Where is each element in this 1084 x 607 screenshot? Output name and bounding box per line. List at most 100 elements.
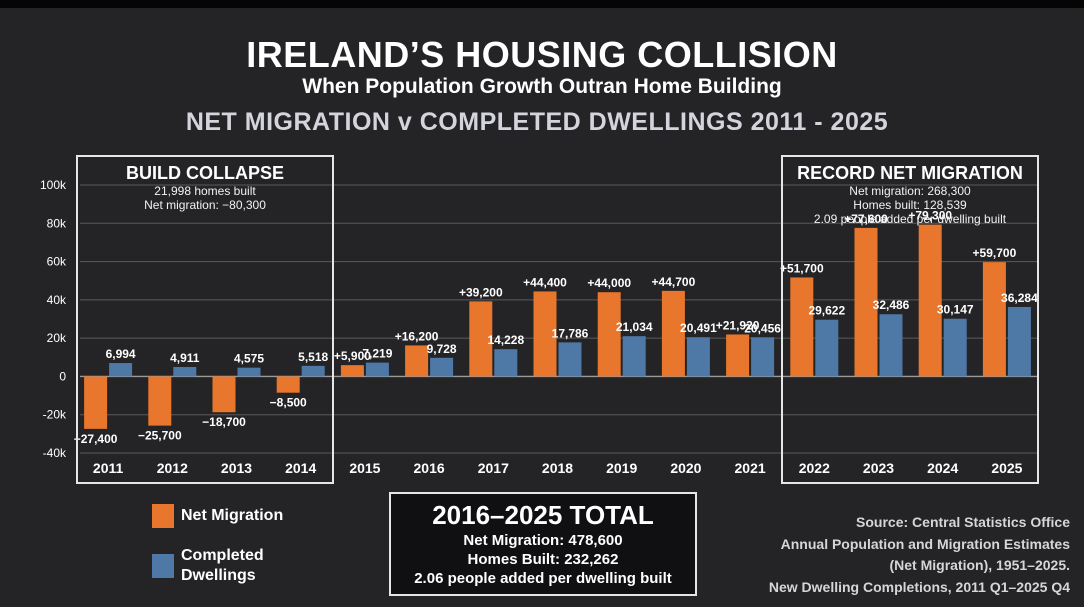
y-tick-label: 40k bbox=[47, 293, 67, 307]
subtitle: When Population Growth Outran Home Build… bbox=[302, 75, 782, 98]
label-completed-dwellings: 9,728 bbox=[427, 342, 457, 356]
x-tick-label: 2020 bbox=[670, 460, 701, 476]
bar-completed-dwellings bbox=[815, 319, 839, 377]
label-completed-dwellings: 7,219 bbox=[362, 347, 392, 361]
legend-completed-dwellings: Completed Dwellings bbox=[152, 546, 264, 586]
label-completed-dwellings: 30,147 bbox=[937, 303, 974, 317]
x-tick-label: 2014 bbox=[285, 460, 316, 476]
bar-completed-dwellings bbox=[365, 362, 389, 377]
bar-completed-dwellings bbox=[686, 337, 710, 377]
label-completed-dwellings: 17,786 bbox=[552, 326, 589, 340]
build-collapse-panel: BUILD COLLAPSE 21,998 homes built Net mi… bbox=[76, 155, 334, 484]
x-tick-label: 2017 bbox=[478, 460, 509, 476]
x-tick-label: 2025 bbox=[991, 460, 1022, 476]
x-tick-label: 2013 bbox=[221, 460, 252, 476]
record-migration-ratio: 2.09 people added per dwelling built bbox=[813, 212, 1007, 226]
label-completed-dwellings: 5,518 bbox=[298, 350, 328, 364]
data-labels: −27,400 6,994 −25,700 4,911 −18,700 4,575 −8,5… bbox=[74, 209, 1038, 446]
y-tick-label: 20k bbox=[47, 331, 67, 345]
record-migration-heading: RECORD NET MIGRATION bbox=[797, 163, 1023, 183]
legend-swatch-net-migration bbox=[152, 504, 174, 528]
bar-net-migration bbox=[790, 277, 814, 377]
total-ratio: 2.06 people added per dwelling built bbox=[414, 570, 672, 587]
main-title: IRELAND’S HOUSING COLLISION bbox=[246, 34, 838, 75]
bar-completed-dwellings bbox=[494, 349, 518, 377]
label-net-migration: +77,600 bbox=[844, 212, 888, 226]
bar-net-migration bbox=[405, 345, 429, 377]
bar-net-migration bbox=[276, 376, 300, 393]
source-line-1: Source: Central Statistics Office bbox=[856, 514, 1070, 530]
x-tick-label: 2015 bbox=[349, 460, 380, 476]
bar-net-migration bbox=[469, 301, 493, 377]
label-completed-dwellings: 32,486 bbox=[873, 298, 910, 312]
source-note: Source: Central Statistics Office Annual… bbox=[769, 512, 1070, 598]
label-completed-dwellings: 21,034 bbox=[616, 320, 653, 334]
label-net-migration: −8,500 bbox=[270, 396, 307, 410]
label-completed-dwellings: 14,228 bbox=[487, 333, 524, 347]
source-line-4: New Dwelling Completions, 2011 Q1–2025 Q… bbox=[768, 578, 1070, 595]
x-tick-label: 2012 bbox=[157, 460, 188, 476]
label-completed-dwellings: 20,456 bbox=[744, 321, 781, 335]
label-net-migration: −27,400 bbox=[74, 432, 118, 446]
bar-net-migration bbox=[533, 291, 557, 377]
bar-net-migration bbox=[148, 376, 172, 426]
bar-completed-dwellings bbox=[943, 318, 967, 377]
build-collapse-homes: 21,998 homes built bbox=[154, 184, 256, 198]
legend-swatch-completed-dwellings bbox=[152, 554, 174, 578]
bar-net-migration bbox=[661, 290, 685, 377]
y-axis: 100k 80k 60k 40k 20k 0 -20k -40k bbox=[40, 178, 67, 460]
bar-completed-dwellings bbox=[558, 342, 582, 377]
x-tick-label: 2011 bbox=[93, 460, 124, 476]
total-heading: 2016–2025 TOTAL bbox=[432, 500, 654, 530]
bars bbox=[84, 224, 1031, 429]
bar-completed-dwellings bbox=[237, 367, 261, 377]
bar-completed-dwellings bbox=[1007, 306, 1031, 377]
build-collapse-migration: Net migration: −80,300 bbox=[144, 198, 266, 212]
legend-label-completed-dwellings: Completed Dwellings bbox=[181, 546, 264, 586]
bar-completed-dwellings bbox=[109, 363, 133, 377]
y-tick-label: -20k bbox=[43, 408, 67, 422]
build-collapse-heading: BUILD COLLAPSE bbox=[125, 163, 284, 183]
label-completed-dwellings: 4,575 bbox=[234, 352, 264, 366]
label-net-migration: +16,200 bbox=[395, 329, 439, 343]
legend-label-completed-line1: Completed bbox=[181, 547, 264, 564]
legend-label-net-migration: Net Migration bbox=[181, 507, 284, 524]
total-net-migration: Net Migration: 478,600 bbox=[463, 532, 623, 549]
chart-title: NET MIGRATION v COMPLETED DWELLINGS 2011… bbox=[185, 108, 889, 136]
bar-completed-dwellings bbox=[622, 336, 646, 377]
y-tick-label: 0 bbox=[59, 369, 66, 383]
record-migration-net: Net migration: 268,300 bbox=[849, 184, 971, 198]
label-net-migration: +5,900 bbox=[334, 349, 371, 363]
label-completed-dwellings: 20,491 bbox=[680, 321, 717, 335]
record-migration-panel: RECORD NET MIGRATION Net migration: 268,… bbox=[781, 155, 1039, 484]
bar-completed-dwellings bbox=[173, 367, 197, 377]
bar-net-migration bbox=[726, 334, 750, 377]
label-completed-dwellings: 36,284 bbox=[1001, 291, 1038, 305]
total-homes-built: Homes Built: 232,262 bbox=[467, 551, 619, 568]
bar-completed-dwellings bbox=[430, 357, 454, 377]
label-completed-dwellings: 4,911 bbox=[170, 351, 200, 365]
label-net-migration: −25,700 bbox=[138, 429, 182, 443]
source-line-2: Annual Population and Migration Estimate… bbox=[780, 535, 1070, 552]
bar-net-migration bbox=[84, 376, 108, 429]
bar-net-migration bbox=[854, 227, 878, 377]
label-net-migration: −18,700 bbox=[202, 415, 246, 429]
legend-label-completed-line2: Dwellings bbox=[181, 567, 256, 584]
label-net-migration: +39,200 bbox=[459, 285, 503, 299]
legend-net-migration: Net Migration bbox=[152, 504, 283, 528]
x-tick-label: 2019 bbox=[606, 460, 637, 476]
label-net-migration: +51,700 bbox=[780, 261, 824, 275]
y-tick-label: 60k bbox=[47, 255, 67, 269]
label-completed-dwellings: 6,994 bbox=[106, 347, 136, 361]
y-tick-label: -40k bbox=[43, 446, 67, 460]
bar-completed-dwellings bbox=[879, 314, 903, 377]
label-net-migration: +59,700 bbox=[973, 246, 1017, 260]
record-migration-homes: Homes built: 128,539 bbox=[853, 198, 967, 212]
x-tick-label: 2018 bbox=[542, 460, 573, 476]
label-net-migration: +44,000 bbox=[587, 276, 631, 290]
label-completed-dwellings: 29,622 bbox=[808, 304, 845, 318]
total-summary-box: 2016–2025 TOTAL Net Migration: 478,600 H… bbox=[389, 492, 697, 596]
bar-completed-dwellings bbox=[301, 365, 325, 377]
label-net-migration: +21,920 bbox=[716, 318, 760, 332]
